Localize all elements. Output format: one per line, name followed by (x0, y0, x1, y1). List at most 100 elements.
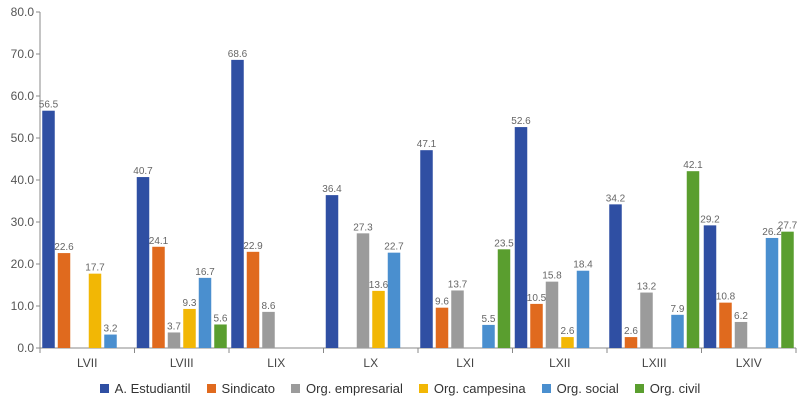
bar (387, 252, 401, 348)
x-tick-label: LXII (549, 356, 570, 370)
bar (561, 337, 574, 348)
data-label: 52.6 (511, 116, 531, 127)
x-tick-label: LXIV (736, 356, 762, 370)
y-tick-label: 70.0 (11, 47, 35, 61)
data-label: 15.8 (542, 271, 562, 282)
bar (262, 311, 275, 348)
bar-chart: 0.0 10.0 20.0 30.0 40.0 50.0 60.0 70.0 80.0 LVII… (11, 5, 798, 370)
data-label: 34.2 (606, 193, 626, 204)
data-labels-group: 56.5 22.6 17.7 3.2 40.7 24.1 3.7 9.3 16.7 5.6 68.6… (39, 49, 798, 337)
bars-group (42, 59, 794, 348)
legend-swatch (418, 383, 428, 393)
bar (104, 334, 117, 348)
legend-label: Org. social (556, 380, 619, 396)
x-axis: LVII LVIII LIX LX LXI LXII LXIII LXIV (39, 347, 797, 370)
data-label: 3.2 (104, 324, 118, 335)
legend-swatch (291, 383, 301, 393)
data-label: 16.7 (195, 267, 215, 278)
bar (167, 332, 181, 348)
bar (435, 307, 449, 348)
bar (624, 337, 638, 348)
legend-swatch (206, 383, 216, 393)
bar (183, 308, 196, 348)
legend-label: Org. empresarial (306, 380, 403, 396)
data-label: 6.2 (734, 311, 748, 322)
bar (42, 110, 55, 348)
y-tick-label: 10.0 (11, 299, 35, 313)
legend-item: Org. civil (634, 378, 701, 398)
data-label: 24.1 (149, 236, 169, 247)
data-label: 8.6 (262, 301, 276, 312)
data-label: 2.6 (624, 326, 638, 337)
data-label: 7.9 (671, 304, 685, 315)
data-label: 3.7 (167, 321, 181, 332)
legend-item: Org. campesina (418, 378, 526, 398)
legend-swatch (99, 383, 109, 393)
data-label: 9.3 (183, 298, 197, 309)
x-tick-label: LXI (456, 356, 474, 370)
bar (497, 249, 511, 348)
data-label: 13.6 (369, 280, 389, 291)
bar (640, 292, 653, 348)
data-label: 56.5 (39, 100, 59, 111)
bar (609, 204, 622, 348)
legend-swatch (634, 383, 644, 393)
bar (57, 253, 71, 348)
data-label: 23.5 (494, 238, 514, 249)
bar (530, 303, 543, 348)
x-tick-label: LVII (77, 356, 97, 370)
legend-item: Sindicato (206, 378, 275, 398)
bar (451, 290, 464, 348)
y-tick-label: 20.0 (11, 257, 35, 271)
data-label: 5.5 (482, 314, 496, 325)
data-label: 68.6 (228, 49, 248, 60)
bar (372, 290, 385, 348)
legend-item: Org. empresarial (291, 378, 403, 398)
x-tick-label: LX (363, 356, 378, 370)
legend-label: Org. civil (649, 380, 701, 396)
data-label: 22.6 (54, 242, 74, 253)
legend-item: Org. social (541, 378, 619, 398)
data-label: 42.1 (683, 160, 703, 171)
bar (734, 321, 748, 348)
bar (325, 195, 339, 348)
bar (781, 231, 794, 348)
data-label: 47.1 (417, 139, 437, 150)
bar (765, 237, 779, 348)
bar (514, 127, 528, 348)
y-tick-label: 30.0 (11, 215, 35, 229)
y-axis: 0.0 10.0 20.0 30.0 40.0 50.0 60.0 70.0 80.0 (11, 5, 41, 355)
bar (88, 273, 102, 348)
bar (246, 251, 260, 348)
y-tick-label: 40.0 (11, 173, 35, 187)
bar (356, 233, 370, 348)
bar (545, 281, 559, 348)
legend-label: Org. campesina (433, 380, 526, 396)
data-label: 13.2 (637, 282, 657, 293)
legend-swatch (541, 383, 551, 393)
x-tick-label: LXIII (642, 356, 667, 370)
y-tick-label: 50.0 (11, 131, 35, 145)
data-label: 18.4 (573, 260, 593, 271)
data-label: 22.9 (243, 241, 263, 252)
bar (686, 171, 700, 348)
bar (198, 277, 212, 348)
legend-item: A. Estudiantil (99, 378, 191, 398)
bar (703, 225, 717, 348)
bar (576, 270, 590, 348)
legend-label: A. Estudiantil (114, 380, 191, 396)
bar (152, 246, 165, 348)
bar (420, 150, 433, 348)
x-tick-label: LVIII (170, 356, 194, 370)
data-label: 27.3 (353, 222, 373, 233)
data-label: 22.7 (384, 242, 404, 253)
data-label: 10.5 (527, 293, 547, 304)
data-label: 10.8 (716, 292, 736, 303)
data-label: 27.7 (778, 221, 798, 232)
bar (231, 59, 244, 348)
y-tick-label: 60.0 (11, 89, 35, 103)
bar (671, 314, 684, 348)
bar (719, 302, 732, 348)
data-label: 5.6 (214, 313, 228, 324)
bar (482, 324, 495, 348)
